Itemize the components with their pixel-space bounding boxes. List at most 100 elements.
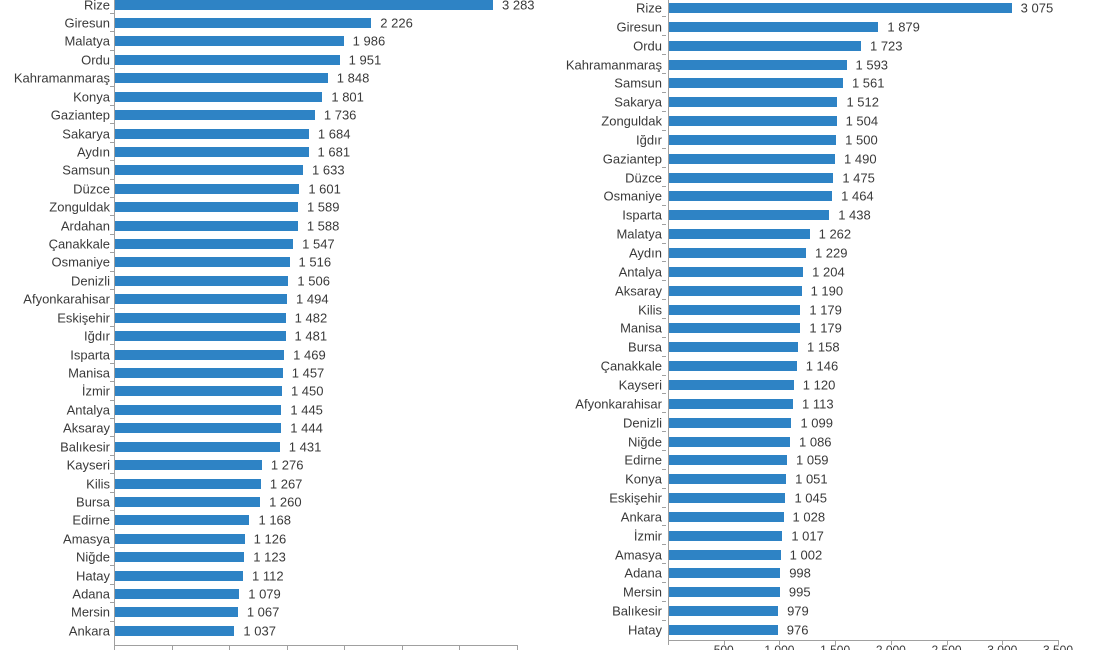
category-label: Aksaray [615,283,662,299]
category-label: Aksaray [63,420,110,436]
chart-row: Mersin 1 067 [0,602,550,621]
category-label: Bursa [628,339,662,355]
category-label: Ordu [633,38,662,54]
x-axis-tick [517,644,518,650]
x-axis-tick [1002,639,1004,645]
bar [669,455,787,466]
bar [669,116,837,127]
chart-row: Kayseri 1 120 [550,374,1100,395]
value-label: 1 099 [800,415,833,431]
value-label: 1 037 [243,623,276,639]
category-label: Niğde [76,549,110,565]
value-label: 1 561 [851,75,885,91]
value-label: 1 438 [838,207,871,223]
category-axis-tick [110,602,114,604]
category-label: Balıkesir [60,439,110,455]
chart-row: Sakarya 1 512 [550,91,1100,112]
bar [669,153,836,164]
category-axis-tick [110,12,114,14]
bar [115,349,285,360]
category-axis-tick [110,399,114,401]
category-label: Çanakkale [48,236,110,252]
chart-row: Ankara 1 037 [0,620,550,640]
value-label: 1 450 [290,383,324,399]
chart-row: Hatay 976 [550,619,1100,640]
chart-row: Manisa 1 179 [550,318,1100,338]
category-axis-tick [110,252,114,254]
bar [115,146,309,157]
bar [115,386,282,397]
category-label: Antalya [618,264,662,280]
x-axis-tick [344,644,346,650]
chart-row: Amasya 1 126 [0,528,550,548]
value-label: 1 681 [317,144,351,160]
category-axis-tick [662,110,666,112]
category-label: Isparta [622,207,662,223]
x-axis-tick [723,639,725,645]
chart-row: Edirne 1 059 [550,449,1100,470]
category-axis-tick [662,242,666,244]
category-label: Hatay [76,568,110,584]
x-axis-tick [171,644,173,650]
x-axis-tick [779,639,781,645]
chart-row: Bursa 1 260 [0,491,550,511]
x-axis-tick [946,639,948,645]
chart-row: Konya 1 051 [550,468,1100,489]
value-label: 1 120 [802,377,836,393]
chart-row: Denizli 1 506 [0,270,550,290]
category-axis-tick [662,581,666,583]
category-axis-tick [662,129,666,131]
category-axis-tick [110,510,114,512]
chart-row: Ankara 1 028 [550,506,1100,527]
chart-row: Bursa 1 158 [550,336,1100,357]
category-axis-tick [110,307,114,309]
category-axis-tick [662,431,666,433]
bar [115,128,309,139]
value-label: 1 112 [252,568,284,584]
chart-row: Çanakkale 1 547 [0,233,550,253]
bar [669,78,843,89]
bar [115,110,315,121]
chart-left: Rize 3 283 Giresun 2 226 Malatya 1 986 Ordu 1 9… [0,0,550,650]
value-label: 1 067 [246,604,280,620]
category-axis-tick [662,600,666,602]
x-axis-tick [835,639,837,645]
category-label: Mersin [622,584,662,600]
bar [115,0,493,10]
chart-row: Kilis 1 267 [0,473,550,492]
category-label: Hatay [628,622,662,638]
value-label: 1 190 [810,283,844,299]
bar [115,294,288,305]
y-axis-line [668,0,669,645]
category-label: Iğdır [635,132,662,148]
bar [669,606,779,617]
chart-row: Aksaray 1 444 [0,418,550,437]
category-axis-tick [662,72,666,74]
category-axis-tick [662,506,666,508]
category-axis-tick [662,91,666,93]
value-label: 1 168 [258,512,292,528]
value-label: 1 512 [846,94,880,110]
category-axis-tick [662,449,666,451]
category-axis-tick [110,325,114,327]
value-label: 995 [788,584,811,600]
category-label: Malatya [64,33,110,49]
category-label: Zonguldak [601,113,662,129]
value-label: 979 [787,603,809,619]
category-label: Giresun [64,15,110,31]
category-label: Kayseri [618,377,662,393]
category-label: Rize [635,0,662,16]
chart-row: Iğdır 1 500 [550,129,1100,150]
x-axis-tick-label: 1 500 [820,642,851,650]
value-label: 1 146 [805,358,839,374]
category-label: Denizli [70,273,110,289]
bar [115,202,298,213]
chart-row: Ardahan 1 588 [0,215,550,234]
category-label: Kayseri [66,457,110,473]
category-axis-tick [662,318,666,320]
value-label: 1 017 [791,528,824,544]
bar [115,183,300,194]
category-label: Mersin [70,604,110,620]
category-axis-tick [110,68,114,70]
